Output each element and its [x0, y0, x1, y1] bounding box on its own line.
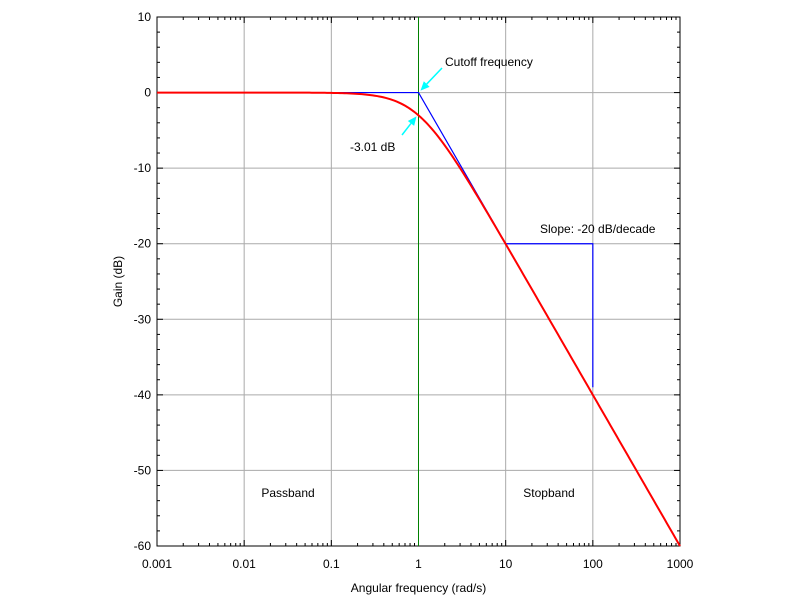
- annotation-cutoff: Cutoff frequency: [445, 55, 533, 69]
- x-tick-label: 100: [583, 557, 603, 571]
- response-curve: [157, 91, 681, 547]
- annotation-slope: Slope: -20 dB/decade: [540, 222, 656, 236]
- x-tick-label: 1000: [667, 557, 694, 571]
- x-tick-label: 0.01: [232, 557, 256, 571]
- x-axis-label: Angular frequency (rad/s): [351, 581, 486, 595]
- annotation-3db: -3.01 dB: [350, 140, 395, 154]
- x-tick-label: 0.001: [142, 557, 172, 571]
- x-tick-label: 10: [499, 557, 513, 571]
- arrow-head: [407, 116, 417, 126]
- arrow-shaft: [426, 67, 443, 85]
- x-tick-labels: 0.001 0.01 0.1 1 10 100 1000: [142, 557, 694, 571]
- y-tick-label: -40: [134, 388, 152, 402]
- y-tick-label: 0: [144, 86, 151, 100]
- y-tick-label: -20: [134, 237, 152, 251]
- y-tick-label: -60: [134, 539, 152, 553]
- label-passband: Passband: [261, 486, 314, 500]
- slope-indicator: [505, 243, 594, 388]
- y-axis-label: Gain (dB): [111, 256, 125, 307]
- y-tick-label: -10: [134, 161, 152, 175]
- arrow-head: [420, 81, 430, 91]
- x-tick-label: 0.1: [323, 557, 340, 571]
- y-tick-label: -30: [134, 312, 152, 326]
- y-tick-label: -50: [134, 463, 152, 477]
- y-tick-label: 10: [138, 10, 152, 24]
- x-tick-label: 1: [415, 557, 422, 571]
- y-tick-labels: 10 0 -10 -20 -30 -40 -50 -60: [134, 10, 152, 553]
- arrow-shaft: [401, 122, 412, 136]
- annotation-arrows: [401, 67, 443, 136]
- label-stopband: Stopband: [523, 486, 574, 500]
